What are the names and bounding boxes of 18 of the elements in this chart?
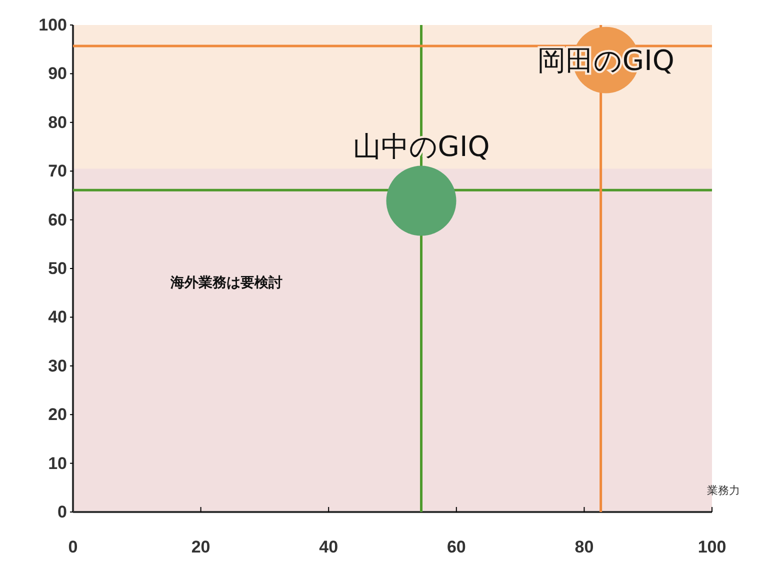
annotation: 海外業務は要検討 (169, 274, 282, 291)
x-tick-label: 80 (574, 537, 594, 556)
x-tick-label: 100 (698, 537, 726, 556)
y-tick-label: 80 (48, 112, 67, 132)
x-tick-label: 60 (446, 537, 466, 556)
y-tick-label: 90 (48, 64, 67, 84)
y-tick-label: 50 (48, 258, 67, 278)
x-axis-title: 業務力 (707, 484, 740, 497)
y-tick-label: 30 (48, 356, 67, 376)
y-tick-label: 20 (48, 405, 67, 424)
y-tick-label: 100 (38, 15, 67, 34)
x-tick-label: 40 (319, 537, 338, 556)
y-tick-label: 10 (48, 454, 67, 473)
y-tick-label: 60 (48, 210, 67, 230)
x-tick-label: 20 (191, 537, 210, 556)
y-tick-label: 0 (58, 502, 67, 522)
y-tick-label: 70 (48, 162, 67, 181)
y-tick-label: 40 (48, 308, 67, 327)
